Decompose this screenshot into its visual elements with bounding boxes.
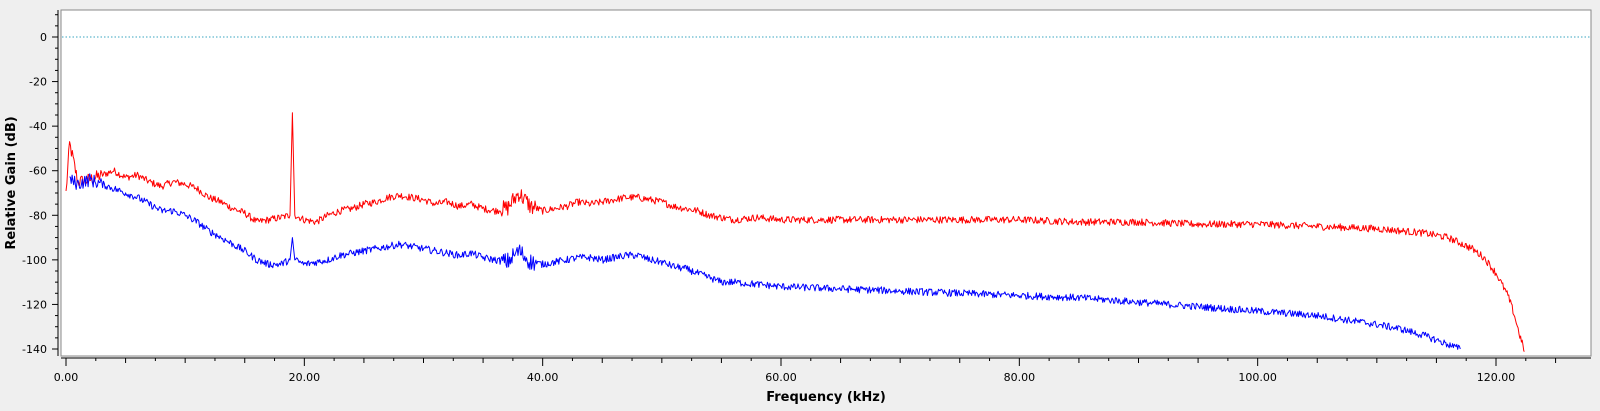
x-tick-label: 20.00: [289, 371, 321, 384]
series-line-blue: [69, 173, 1461, 350]
y-tick-label: -40: [29, 120, 47, 133]
x-tick-label: 40.00: [527, 371, 559, 384]
y-tick-label: -100: [22, 254, 47, 267]
y-tick-label: -120: [22, 298, 47, 311]
x-tick-label: 100.00: [1238, 371, 1277, 384]
y-axis: 0 -20 -40 -60 -80 -100 -120 -140: [22, 10, 59, 356]
y-axis-title: Relative Gain (dB): [4, 116, 19, 249]
plot-area: [60, 9, 1592, 357]
y-tick-label: -140: [22, 343, 47, 356]
x-tick-label: 0.00: [54, 371, 79, 384]
x-axis: 0.00 20.00 40.00 60.00 80.00 100.00 120.00: [54, 357, 1591, 384]
y-tick-label: -60: [29, 165, 47, 178]
plot-lines: [62, 36, 1590, 352]
x-tick-label: 60.00: [765, 371, 797, 384]
series-line-red: [65, 112, 1525, 352]
x-tick-label: 80.00: [1004, 371, 1036, 384]
y-tick-label: -80: [29, 209, 47, 222]
y-tick-label: 0: [40, 31, 47, 44]
y-tick-label: -20: [29, 76, 47, 89]
x-tick-label: 120.00: [1477, 371, 1516, 384]
x-axis-title: Frequency (kHz): [766, 390, 886, 405]
